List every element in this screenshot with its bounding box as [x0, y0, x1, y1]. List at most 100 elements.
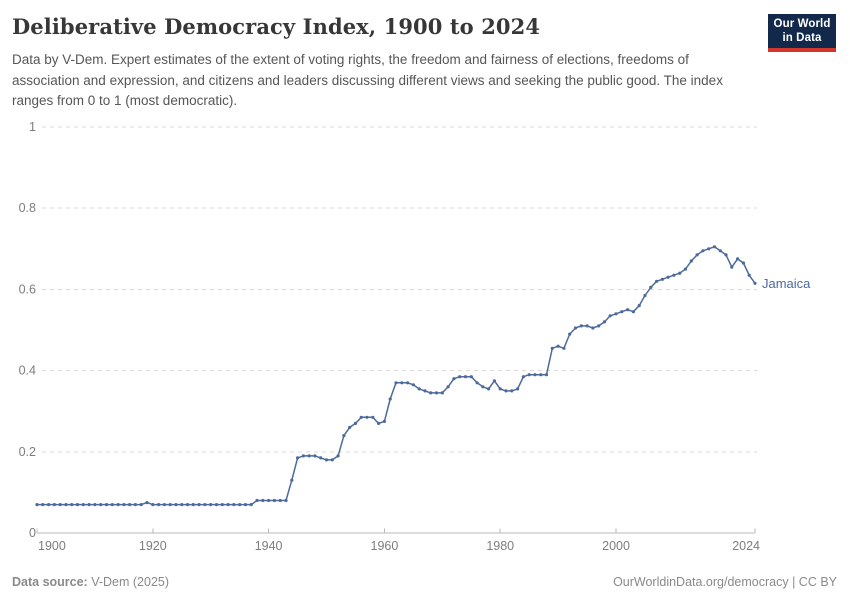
data-point[interactable]	[382, 419, 386, 423]
data-point[interactable]	[93, 503, 97, 507]
data-point[interactable]	[191, 503, 195, 507]
data-point[interactable]	[637, 304, 641, 308]
data-point[interactable]	[359, 415, 363, 419]
data-point[interactable]	[313, 454, 317, 458]
data-point[interactable]	[573, 326, 578, 330]
data-point[interactable]	[180, 503, 184, 507]
data-point[interactable]	[707, 247, 711, 251]
data-point[interactable]	[655, 279, 659, 283]
data-point[interactable]	[232, 503, 236, 507]
data-point[interactable]	[446, 385, 450, 389]
data-point[interactable]	[591, 326, 595, 330]
data-point[interactable]	[649, 285, 653, 289]
data-point[interactable]	[440, 391, 444, 395]
data-point[interactable]	[614, 312, 618, 316]
data-point[interactable]	[377, 421, 381, 425]
data-point[interactable]	[400, 381, 404, 385]
data-point[interactable]	[608, 314, 612, 318]
data-point[interactable]	[122, 503, 126, 507]
data-point[interactable]	[423, 389, 427, 393]
data-point[interactable]	[104, 503, 109, 507]
data-point[interactable]	[290, 478, 294, 482]
data-point[interactable]	[267, 498, 271, 503]
data-point[interactable]	[521, 375, 526, 379]
data-point[interactable]	[220, 503, 224, 507]
data-point[interactable]	[307, 454, 311, 458]
data-point[interactable]	[736, 257, 740, 261]
data-point[interactable]	[110, 503, 114, 507]
data-point[interactable]	[504, 389, 508, 393]
data-point[interactable]	[133, 503, 137, 507]
data-point[interactable]	[753, 281, 757, 285]
data-point[interactable]	[481, 385, 485, 389]
data-point[interactable]	[516, 387, 520, 391]
data-point[interactable]	[371, 415, 375, 419]
data-point[interactable]	[597, 324, 601, 328]
data-point[interactable]	[324, 458, 329, 462]
data-point[interactable]	[417, 387, 421, 391]
data-point[interactable]	[284, 498, 288, 503]
data-point[interactable]	[533, 373, 537, 377]
data-point[interactable]	[365, 415, 369, 419]
data-point[interactable]	[492, 379, 496, 383]
data-point[interactable]	[695, 253, 699, 257]
data-point[interactable]	[99, 503, 103, 507]
data-point[interactable]	[214, 503, 219, 507]
data-point[interactable]	[730, 265, 734, 269]
data-point[interactable]	[261, 498, 265, 503]
data-point[interactable]	[209, 503, 213, 507]
data-point[interactable]	[278, 498, 282, 503]
data-point[interactable]	[272, 498, 276, 503]
data-point[interactable]	[238, 503, 242, 507]
footer-license-link[interactable]: CC BY	[798, 575, 837, 589]
data-point[interactable]	[197, 503, 201, 507]
data-point[interactable]	[226, 503, 230, 507]
data-point[interactable]	[469, 375, 473, 379]
data-point[interactable]	[527, 373, 531, 377]
data-point[interactable]	[255, 498, 259, 503]
data-point[interactable]	[296, 456, 300, 460]
data-point[interactable]	[579, 324, 583, 328]
data-point[interactable]	[562, 346, 566, 350]
data-point[interactable]	[666, 275, 670, 279]
data-point[interactable]	[429, 391, 433, 395]
data-point[interactable]	[336, 454, 340, 458]
series-end-label[interactable]: Jamaica	[762, 276, 811, 291]
data-point[interactable]	[348, 425, 352, 429]
data-point[interactable]	[174, 503, 178, 507]
data-point[interactable]	[724, 253, 728, 257]
footer-site-link[interactable]: OurWorldinData.org/democracy	[613, 575, 789, 589]
data-point[interactable]	[683, 267, 688, 271]
data-point[interactable]	[568, 332, 572, 336]
owid-logo[interactable]: Our World in Data	[768, 14, 836, 52]
data-point[interactable]	[487, 387, 491, 391]
data-point[interactable]	[498, 387, 502, 391]
data-point[interactable]	[458, 375, 462, 379]
data-point[interactable]	[342, 434, 346, 438]
data-point[interactable]	[539, 373, 543, 377]
data-point[interactable]	[620, 310, 624, 314]
data-point[interactable]	[157, 503, 161, 507]
data-point[interactable]	[151, 503, 155, 507]
data-point[interactable]	[747, 273, 751, 277]
data-point[interactable]	[672, 273, 676, 277]
data-point[interactable]	[70, 503, 74, 507]
data-point[interactable]	[388, 397, 392, 401]
data-point[interactable]	[394, 381, 398, 385]
data-point[interactable]	[47, 503, 51, 507]
data-point[interactable]	[585, 324, 589, 328]
data-point[interactable]	[475, 381, 479, 385]
data-point[interactable]	[168, 503, 172, 507]
data-point[interactable]	[550, 346, 554, 350]
data-point[interactable]	[185, 503, 190, 507]
data-point[interactable]	[678, 271, 682, 275]
data-point[interactable]	[406, 381, 410, 385]
data-point[interactable]	[463, 375, 468, 379]
data-point[interactable]	[741, 261, 746, 265]
data-point[interactable]	[510, 389, 514, 393]
data-point[interactable]	[689, 259, 693, 263]
data-point[interactable]	[434, 391, 439, 395]
data-point[interactable]	[35, 503, 39, 507]
data-point[interactable]	[203, 503, 207, 507]
